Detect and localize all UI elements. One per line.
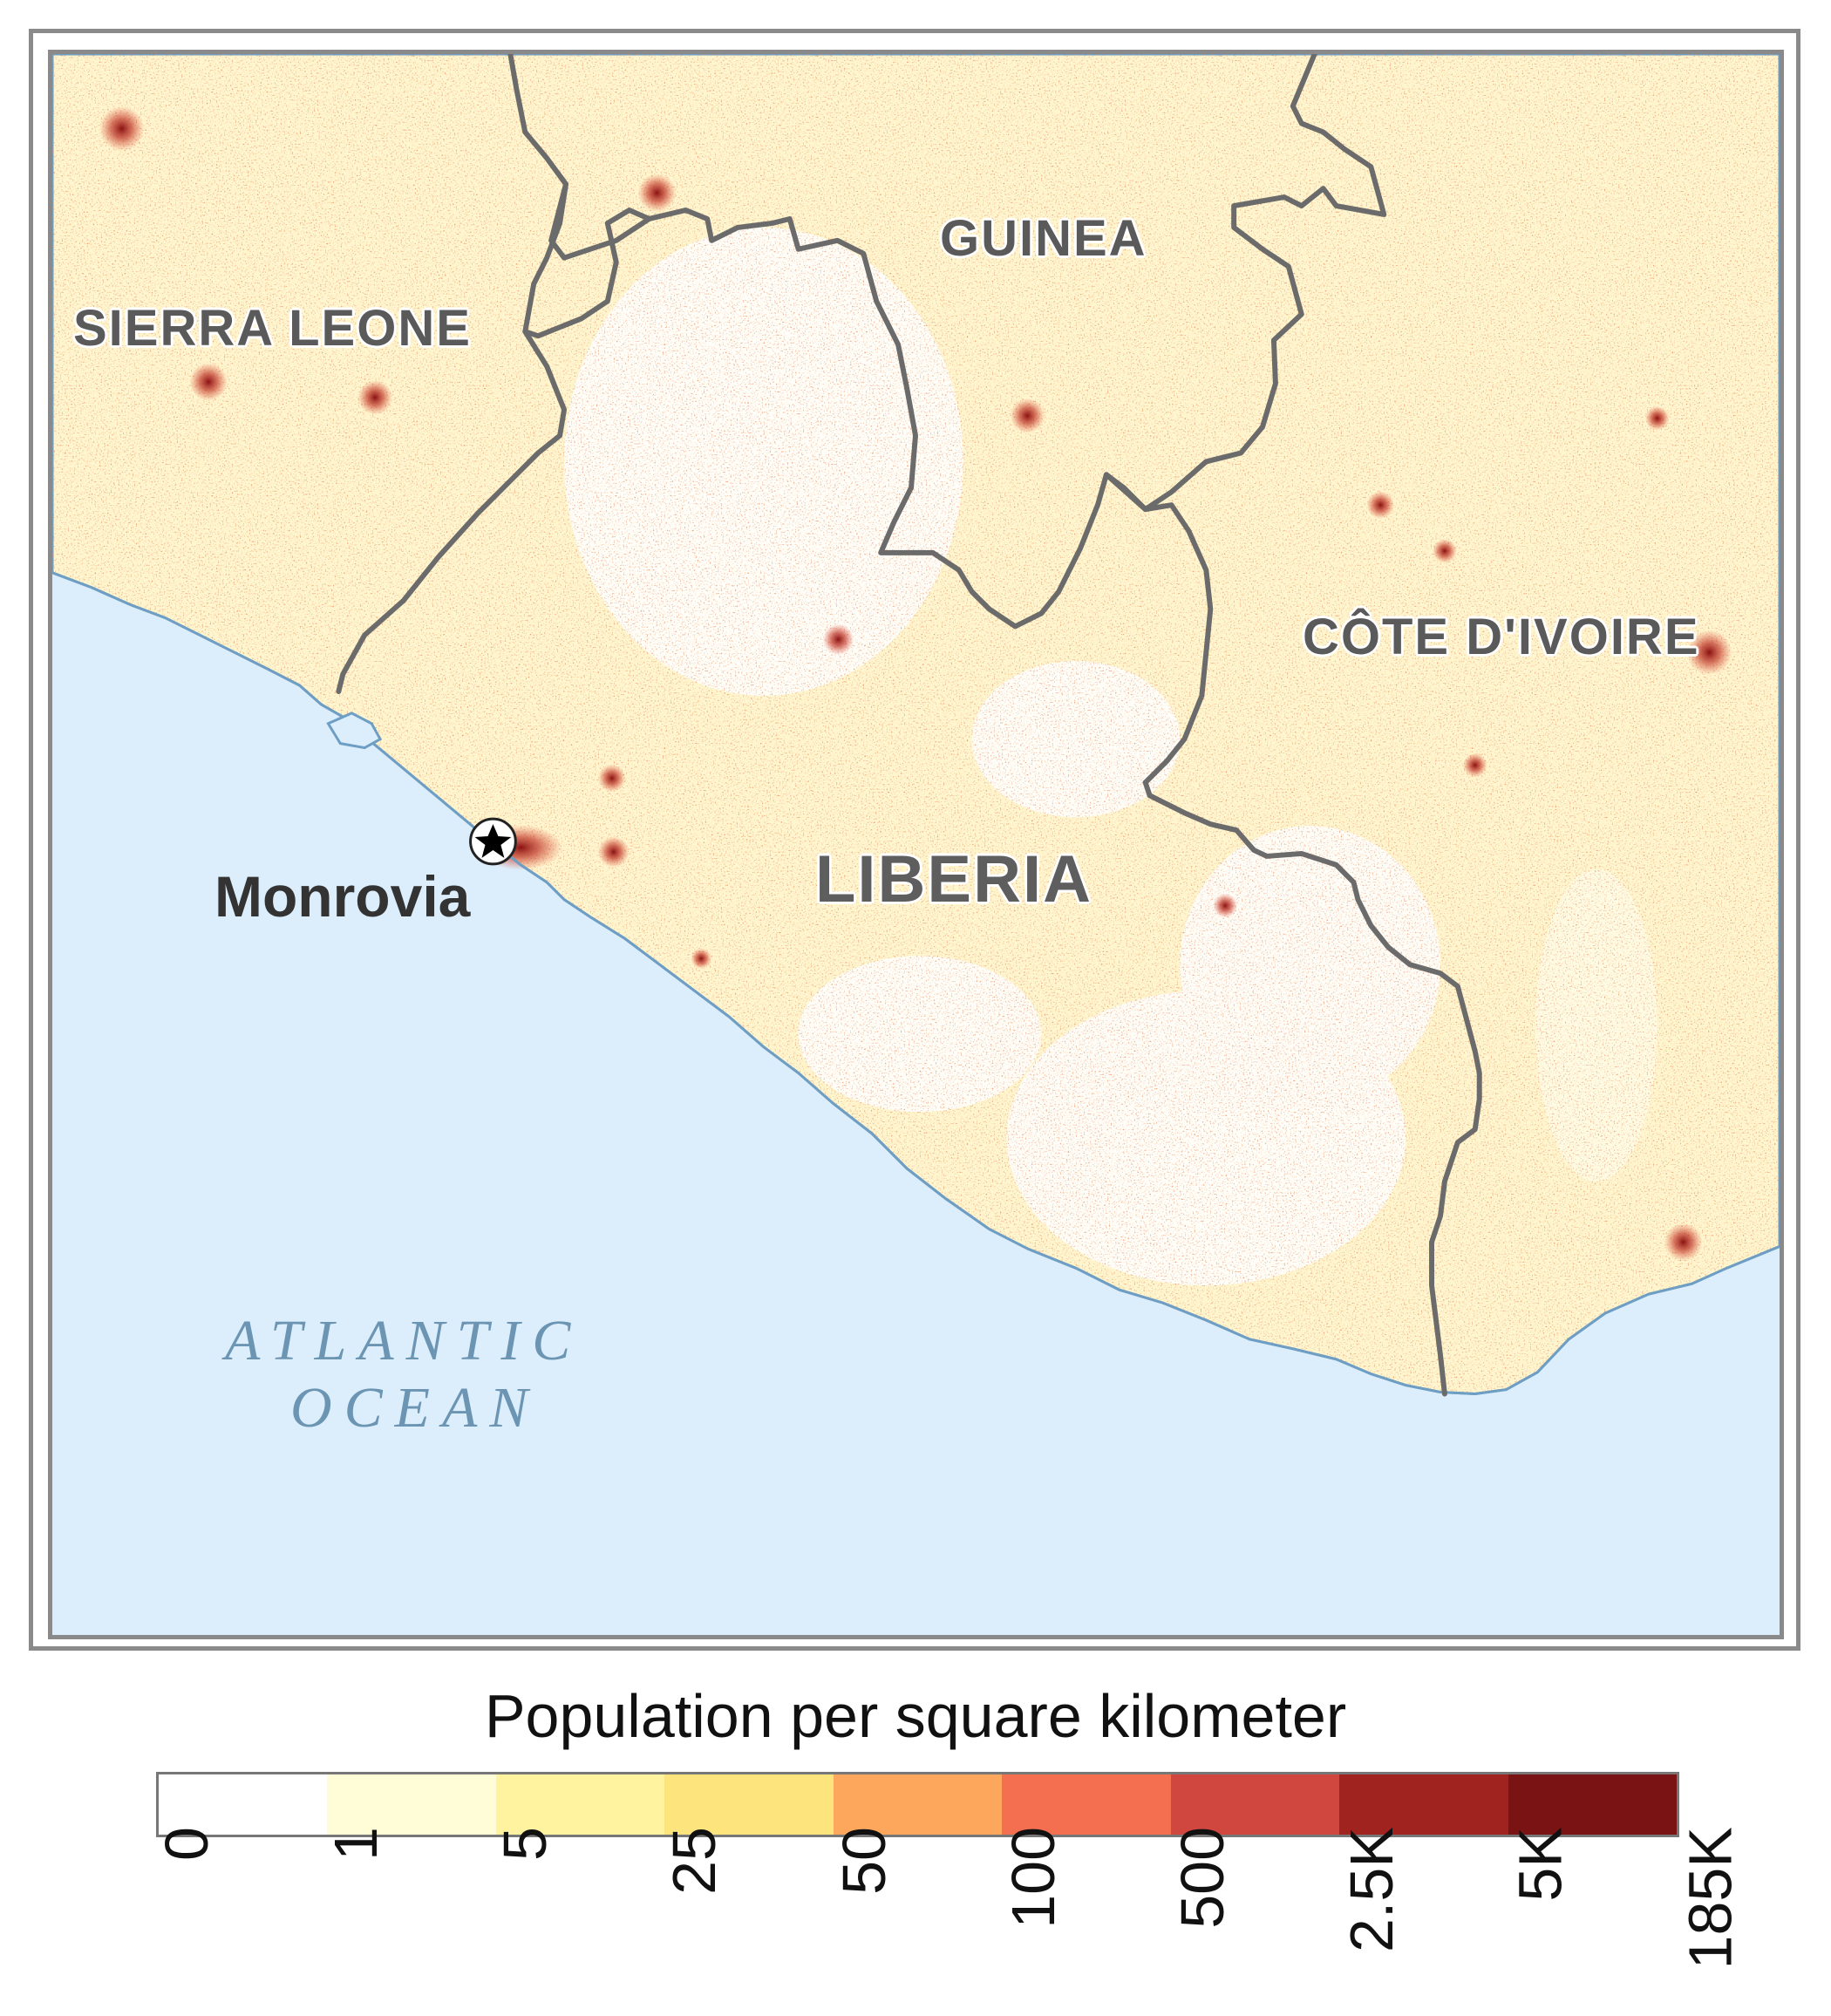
legend-tick-label: 50 <box>829 1827 898 1895</box>
legend-swatch <box>1170 1774 1340 1835</box>
national-borders <box>336 54 1482 1397</box>
border-sierra-leone-liberia <box>336 54 569 694</box>
legend-tick-label: 5 <box>491 1827 560 1861</box>
legend-swatch <box>664 1774 834 1835</box>
legend-tick-label: 5K <box>1506 1827 1575 1902</box>
capital-star-icon <box>469 817 517 866</box>
legend-swatch <box>327 1774 496 1835</box>
label-ocean-line1: ATLANTIC <box>225 1309 583 1372</box>
label-monrovia: Monrovia <box>214 864 471 929</box>
border-sierra-leone-guinea <box>522 181 652 339</box>
legend-swatch <box>1002 1774 1171 1835</box>
coastal-lagoon <box>326 712 383 750</box>
legend-swatch <box>159 1774 328 1835</box>
legend-swatch <box>833 1774 1003 1835</box>
map-view[interactable] <box>48 50 1784 1639</box>
legend-color-bar <box>156 1772 1679 1837</box>
legend-tick-label: 0 <box>153 1827 221 1861</box>
label-liberia: LIBERIA <box>815 842 1092 916</box>
coastline <box>52 571 1780 1396</box>
legend-tick-label: 185K <box>1676 1827 1744 1970</box>
legend-swatch <box>1339 1774 1508 1835</box>
legend-tick-label: 500 <box>1167 1827 1236 1929</box>
border-liberia-cote <box>1142 780 1482 1397</box>
legend-tick-label: 100 <box>998 1827 1067 1929</box>
legend-title: Population per square kilometer <box>484 1682 1347 1750</box>
legend-tick-label: 1 <box>322 1827 391 1861</box>
label-cote-divoire: CÔTE D'IVOIRE <box>1303 609 1700 665</box>
border-guinea-cote <box>1103 54 1387 513</box>
label-guinea: GUINEA <box>940 210 1147 267</box>
label-ocean-line2: OCEAN <box>290 1376 541 1440</box>
legend-tick-label: 25 <box>660 1827 729 1895</box>
population-map <box>52 54 1780 1635</box>
urban-hotspots <box>99 106 1732 1262</box>
legend-tick-label: 2.5K <box>1337 1827 1406 1952</box>
label-sierra-leone: SIERRA LEONE <box>73 300 472 357</box>
legend-swatch <box>1508 1774 1677 1835</box>
legend-swatch <box>495 1774 665 1835</box>
border-guinea-liberia <box>646 208 1214 786</box>
